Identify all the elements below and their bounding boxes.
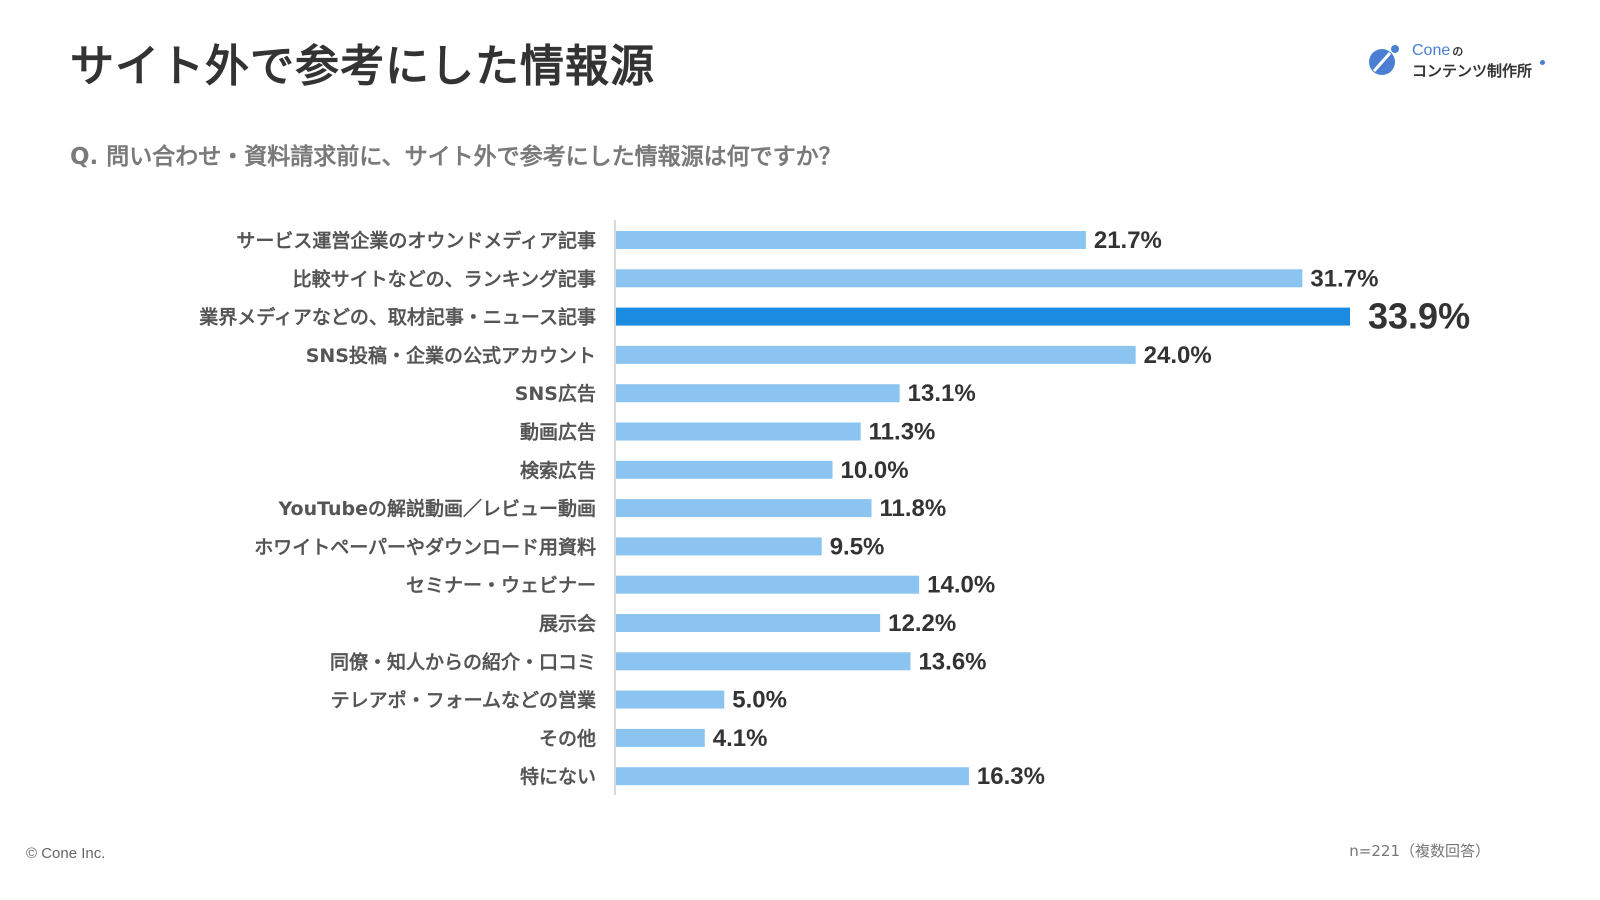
bar (616, 499, 872, 518)
sample-size-note: n=221（複数回答） (1349, 842, 1490, 860)
logo-brand: Cone (1412, 42, 1451, 59)
category-label: テレアポ・フォームなどの営業 (331, 689, 597, 712)
value-label: 13.6% (918, 648, 986, 675)
brand-logo: Cone の コンテンツ制作所 (1368, 42, 1548, 82)
value-label: 31.7% (1310, 265, 1378, 292)
category-label: 比較サイトなどの、ランキング記事 (293, 267, 596, 290)
logo-subtitle: コンテンツ制作所 (1412, 62, 1533, 80)
category-label: SNS広告 (515, 382, 596, 405)
value-label: 11.3% (869, 419, 936, 446)
bar (616, 652, 911, 671)
value-label: 21.7% (1094, 227, 1162, 254)
category-label: 動画広告 (520, 421, 596, 444)
bar (616, 231, 1086, 249)
bar (616, 690, 725, 709)
value-label: 13.1% (908, 380, 976, 407)
bar (616, 575, 920, 594)
logo-brand-text: Cone の (1412, 42, 1463, 60)
bar (616, 728, 705, 747)
value-label: 11.8% (879, 495, 946, 522)
value-label: 5.0% (732, 687, 787, 714)
value-label: 14.0% (927, 572, 995, 599)
category-label: サービス運営企業のオウンドメディア記事 (236, 229, 596, 252)
bar (616, 537, 822, 556)
bar (616, 269, 1303, 288)
copyright: © Cone Inc. (26, 845, 106, 862)
category-label: 特にない (520, 766, 596, 788)
value-label: 10.0% (841, 457, 909, 484)
logo-particle: の (1452, 46, 1464, 58)
category-label: 同僚・知人からの紹介・口コミ (330, 650, 596, 673)
value-label: 16.3% (977, 763, 1045, 790)
value-label: 12.2% (888, 610, 956, 637)
cone-logo-icon (1369, 45, 1399, 75)
value-label: 24.0% (1144, 342, 1212, 369)
logo-dot (1540, 60, 1545, 65)
value-label: 4.1% (713, 725, 768, 752)
bar (616, 767, 969, 786)
bar-highlight (616, 307, 1350, 326)
bar (616, 384, 900, 403)
bar (616, 614, 881, 632)
category-label: SNS投稿・企業の公式アカウント (306, 344, 596, 367)
bar (616, 422, 861, 441)
bar-chart: サービス運営企業のオウンドメディア記事 21.7% 比較サイトなどの、ランキング記事… (198, 220, 1470, 795)
category-label: セミナー・ウェビナー (406, 575, 596, 597)
bar (616, 460, 833, 479)
page-title: サイト外で参考にした情報源 (70, 41, 655, 92)
category-label: ホワイトペーパーやダウンロード用資料 (254, 535, 596, 558)
category-label: 展示会 (539, 612, 596, 635)
category-label: 検索広告 (520, 459, 596, 482)
bar (616, 345, 1136, 364)
category-label: YouTubeの解説動画／レビュー動画 (278, 497, 596, 520)
survey-question: Q. 問い合わせ・資料請求前に、サイト外で参考にした情報源は何ですか？ (70, 144, 842, 170)
category-label: 業界メディアなどの、取材記事・ニュース記事 (198, 306, 596, 329)
value-label: 9.5% (830, 533, 885, 560)
category-label: その他 (539, 727, 596, 750)
value-label: 33.9% (1368, 296, 1470, 337)
